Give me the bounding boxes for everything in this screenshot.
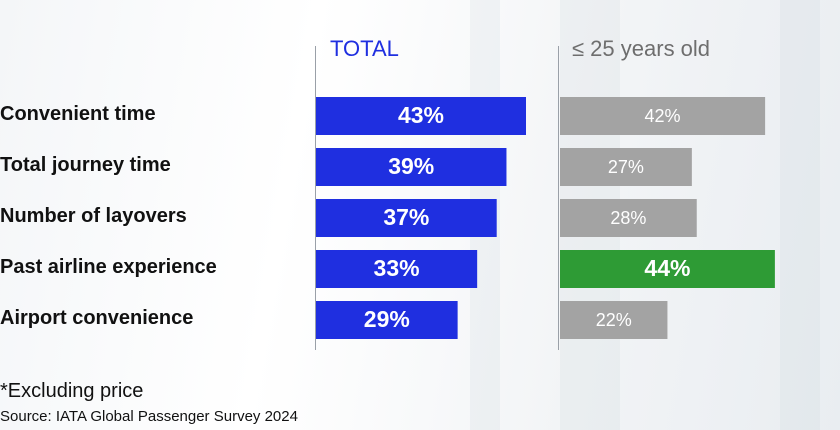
young-bar <box>560 97 766 135</box>
category-label: Convenient time <box>0 103 156 125</box>
young-header: ≤ 25 years old <box>572 36 711 61</box>
young-value-label: 28% <box>610 208 646 228</box>
category-label: Past airline experience <box>0 256 217 278</box>
young-value-label: 22% <box>596 310 632 330</box>
young-value-label: 42% <box>645 106 681 126</box>
total-value-label: 37% <box>383 204 429 230</box>
total-value-label: 33% <box>374 255 420 281</box>
total-bar <box>316 199 497 237</box>
footnote: *Excluding price <box>0 380 144 402</box>
total-bar <box>316 97 526 135</box>
total-bar <box>316 301 458 339</box>
total-bar <box>316 148 507 186</box>
young-bar <box>560 250 775 288</box>
background-streak <box>780 0 820 430</box>
total-value-label: 43% <box>398 102 444 128</box>
total-value-label: 39% <box>388 153 434 179</box>
total-value-label: 29% <box>364 306 410 332</box>
young-value-label: 44% <box>644 255 690 281</box>
young-bar <box>560 148 692 186</box>
young-axis-line <box>558 46 559 350</box>
source-note: Source: IATA Global Passenger Survey 202… <box>0 408 298 425</box>
category-label: Number of layovers <box>0 205 187 227</box>
category-label: Total journey time <box>0 154 171 176</box>
young-bar <box>560 301 668 339</box>
total-axis-line <box>315 46 316 350</box>
total-bar <box>316 250 478 288</box>
total-header: TOTAL <box>330 36 399 61</box>
young-value-label: 27% <box>608 157 644 177</box>
category-label: Airport convenience <box>0 307 194 329</box>
young-bar <box>560 199 697 237</box>
